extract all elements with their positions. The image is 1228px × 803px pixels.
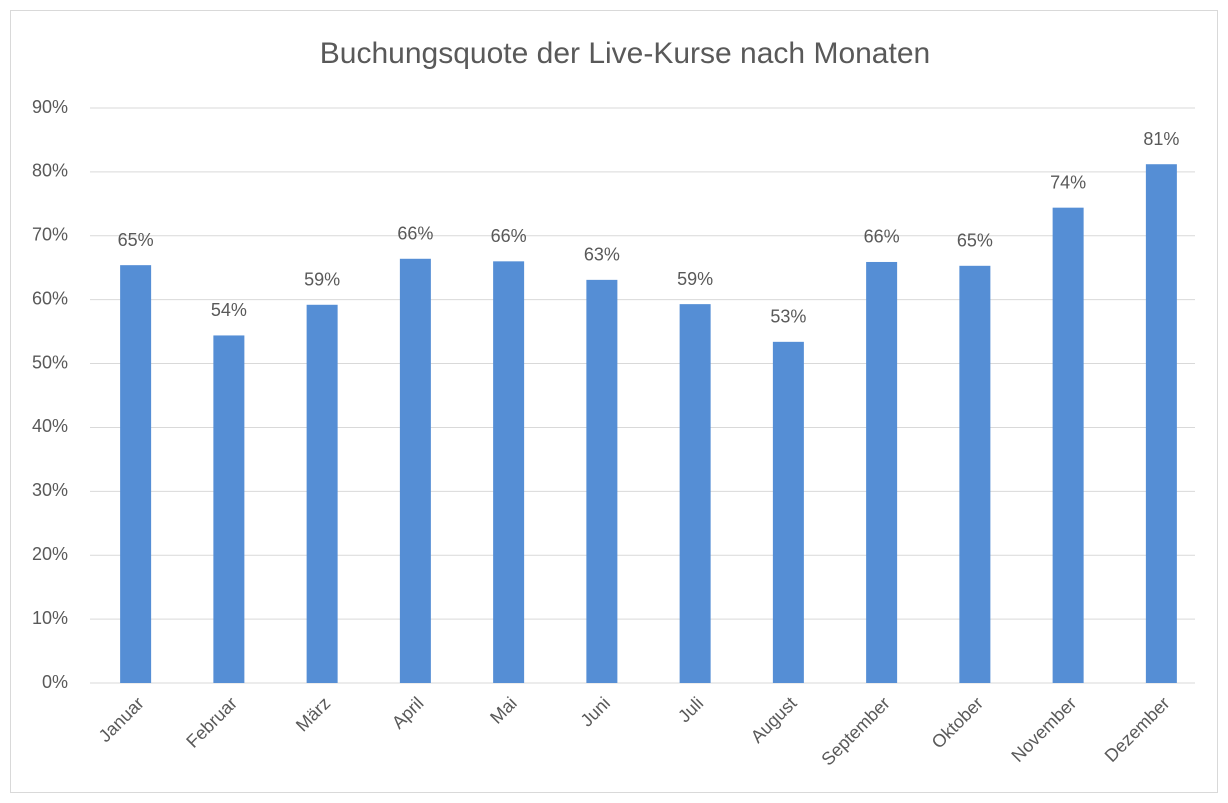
bar bbox=[399, 258, 431, 683]
bar bbox=[679, 304, 711, 683]
bar bbox=[493, 261, 525, 683]
value-label: 66% bbox=[491, 226, 527, 246]
value-label: 74% bbox=[1050, 172, 1086, 192]
y-tick-label: 60% bbox=[32, 288, 68, 308]
y-tick-label: 80% bbox=[32, 161, 68, 181]
bar bbox=[959, 265, 991, 683]
y-tick-label: 50% bbox=[32, 352, 68, 372]
value-label: 66% bbox=[397, 224, 433, 244]
bar bbox=[306, 304, 338, 683]
y-tick-label: 10% bbox=[32, 608, 68, 628]
value-label: 65% bbox=[957, 231, 993, 251]
value-label: 66% bbox=[864, 227, 900, 247]
value-label: 59% bbox=[677, 269, 713, 289]
chart-title: Buchungsquote der Live-Kurse nach Monate… bbox=[320, 37, 930, 70]
bar bbox=[1052, 207, 1084, 683]
value-label: 63% bbox=[584, 245, 620, 265]
y-tick-label: 40% bbox=[32, 416, 68, 436]
value-label: 65% bbox=[118, 230, 154, 250]
value-label: 53% bbox=[770, 307, 806, 327]
y-tick-label: 90% bbox=[32, 97, 68, 117]
y-tick-label: 20% bbox=[32, 544, 68, 564]
y-tick-label: 0% bbox=[42, 672, 68, 692]
value-label: 81% bbox=[1143, 129, 1179, 149]
bar bbox=[866, 261, 898, 683]
y-tick-label: 70% bbox=[32, 225, 68, 245]
bar bbox=[772, 341, 804, 683]
value-label: 54% bbox=[211, 300, 247, 320]
bar bbox=[1145, 164, 1177, 683]
bar bbox=[120, 265, 152, 683]
value-label: 59% bbox=[304, 270, 340, 290]
bar bbox=[213, 335, 245, 683]
bar bbox=[586, 279, 618, 683]
y-tick-label: 30% bbox=[32, 480, 68, 500]
